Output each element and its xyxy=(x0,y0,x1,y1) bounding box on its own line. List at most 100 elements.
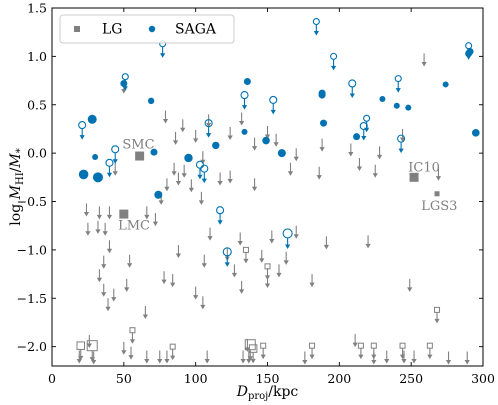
saga-upper-limit-arrow-head xyxy=(241,105,248,110)
saga-point xyxy=(184,153,193,163)
x-tick-label: 50 xyxy=(116,371,132,386)
lg-upper-limit-arrow-head xyxy=(105,306,111,312)
lg-upper-limit-arrow-head xyxy=(142,314,148,320)
lg-upper-limit-arrow-head xyxy=(144,214,150,220)
saga-upper-limit-arrow-head xyxy=(285,244,291,249)
lg-upper-limit-arrow-head xyxy=(251,186,258,192)
saga-upper-limit-arrow-head xyxy=(224,262,230,267)
y-tick-label: 1.0 xyxy=(27,49,47,64)
lg-upper-limit-arrow-head xyxy=(316,175,322,180)
lg-upper-limit-arrow-head xyxy=(170,282,176,288)
saga-upper-limit-arrow-head xyxy=(361,136,367,141)
lg-square-arrow-head xyxy=(260,354,266,360)
lg-upper-limit-arrow-head xyxy=(193,138,199,143)
axes: 0 50 100 150 200 250 300 −2.0 −1.5 −1.0 −0.5 0.0 0.5… xyxy=(17,1,495,387)
saga-upper-limit-arrow-head xyxy=(106,172,113,178)
lg-upper-limit-arrow-head xyxy=(293,156,299,162)
lg-upper-limit-arrow-head xyxy=(172,140,179,145)
lg-upper-limit-arrow-head xyxy=(411,359,417,364)
saga-upper-limit-arrow-head xyxy=(201,178,207,184)
lg-upper-limit-arrow-head xyxy=(217,180,223,186)
annotation-lgs3: LGS3 xyxy=(421,199,457,214)
lg-upper-limit-arrow-head xyxy=(371,359,377,365)
x-tick-label: 150 xyxy=(256,371,280,386)
lg-upper-limit-arrow-head xyxy=(188,187,194,193)
lg-square-arrow-head xyxy=(358,354,364,360)
x-tick-label: 300 xyxy=(471,371,495,386)
y-tick-label: 0.5 xyxy=(27,97,47,112)
saga-point xyxy=(442,81,449,88)
lg-upper-limit-arrow-head xyxy=(126,263,133,268)
y-tick-label: −0.5 xyxy=(17,194,47,209)
lg-upper-limit-arrow-head xyxy=(259,258,265,263)
saga-point xyxy=(154,190,163,199)
axis-labels: Dproj/kpc log MHI/M* xyxy=(8,148,298,402)
lg-upper-limit-arrow-head xyxy=(435,176,442,181)
saga-point xyxy=(212,141,220,150)
plot-area xyxy=(52,8,483,366)
saga-upper-limit-arrow-head xyxy=(79,135,85,140)
lg-point-lgs3 xyxy=(434,191,440,197)
lg-upper-limit-arrow-head xyxy=(323,244,330,250)
legend-saga-marker xyxy=(148,25,156,33)
lg-upper-limit-arrow-head xyxy=(181,173,187,178)
lg-upper-limit-arrow-head xyxy=(95,229,101,234)
lg-upper-limit-arrow-head xyxy=(251,146,258,151)
annotations: SMC LMC IC10 LGS3 xyxy=(118,137,457,233)
lg-upper-limit-arrow-head xyxy=(128,355,134,360)
saga-upper-limit-arrow-head xyxy=(205,133,212,138)
y-tick-label: 0.0 xyxy=(27,146,47,161)
lg-square-arrow-head xyxy=(399,354,406,360)
legend-lg-marker xyxy=(74,26,80,32)
saga-upper-limit-arrow-head xyxy=(270,109,276,115)
lg-square-arrow-head xyxy=(89,357,95,362)
lg-upper-limit-arrow-head xyxy=(445,359,452,365)
lg-upper-limit-arrow-head xyxy=(180,127,186,133)
legend-box xyxy=(59,14,235,44)
legend-lg-label: LG xyxy=(102,22,122,38)
lg-upper-limit-arrow-head xyxy=(319,147,325,152)
x-tick-label: 100 xyxy=(184,371,208,386)
legend: LG SAGA xyxy=(59,14,235,44)
saga-upper-limit-arrow-head xyxy=(313,31,319,36)
saga-upper-limit-arrow-head xyxy=(122,86,128,91)
lg-square-arrow-head xyxy=(427,354,433,360)
lg-upper-limit-arrow-head xyxy=(101,292,107,297)
y-axis-label: log MHI/M* xyxy=(8,148,26,225)
lg-square-arrow-head xyxy=(371,354,377,360)
lg-square-arrow-head xyxy=(170,355,176,361)
lg-upper-limit-arrow-head xyxy=(302,359,308,365)
x-tick-label: 250 xyxy=(399,371,423,386)
saga-point xyxy=(147,97,155,105)
lg-upper-limit-arrow-head xyxy=(356,166,363,171)
saga-point xyxy=(472,129,480,137)
lg-upper-limit-arrow-head xyxy=(365,243,371,249)
x-axis-label: Dproj/kpc xyxy=(236,384,299,402)
lg-upper-limit-arrow-head xyxy=(205,122,212,128)
lg-point-lmc xyxy=(119,209,129,219)
lg-point-ic10 xyxy=(409,172,419,182)
lg-upper-limit-arrow-head xyxy=(171,171,177,176)
lg-square-arrow-head xyxy=(250,358,256,364)
lg-upper-limit-arrow-head xyxy=(376,154,383,160)
lg-upper-limit-arrow-head xyxy=(144,359,150,364)
lg-upper-limit-arrow-head xyxy=(106,248,113,254)
lg-upper-limit-arrow-head xyxy=(106,214,113,220)
lg-square-arrow-head xyxy=(309,354,315,360)
plot-background xyxy=(52,8,483,366)
lg-upper-limit-arrow-head xyxy=(276,272,282,278)
chart-marks xyxy=(76,17,480,365)
lg-upper-limit-arrow-head xyxy=(193,295,199,300)
lg-upper-limit-arrow-head xyxy=(162,119,169,124)
saga-point xyxy=(243,78,251,86)
lg-square-arrow-head xyxy=(247,356,253,361)
lg-upper-limit-arrow-head xyxy=(112,171,118,176)
saga-upper-limit-arrow-head xyxy=(364,127,370,133)
saga-upper-limit-arrow-head xyxy=(466,55,472,60)
lg-upper-limit-arrow-head xyxy=(421,61,427,67)
lg-upper-limit-arrow-head xyxy=(200,304,206,310)
lg-upper-limit-arrow-head xyxy=(121,350,127,355)
annotation-ic10: IC10 xyxy=(408,161,440,176)
saga-upper-limit-arrow-head xyxy=(349,93,355,98)
